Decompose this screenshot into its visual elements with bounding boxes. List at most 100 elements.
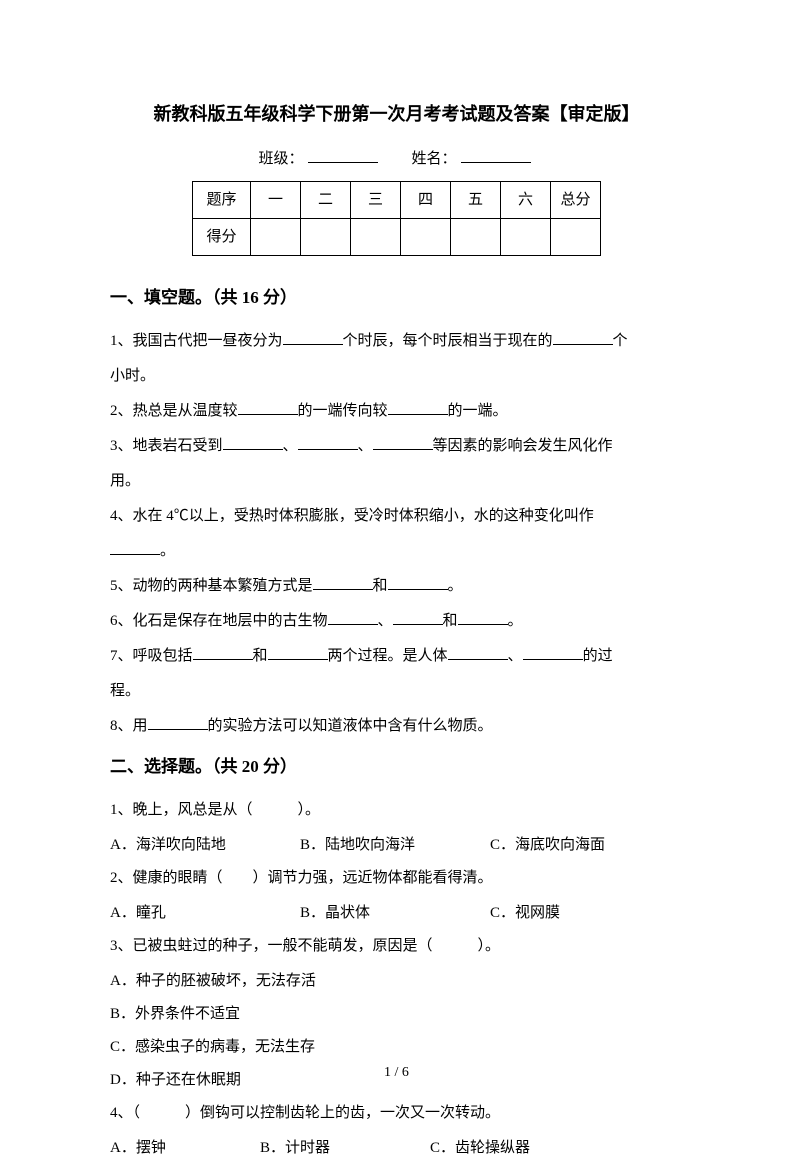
class-label: 班级： <box>258 151 303 167</box>
blank[interactable] <box>283 330 343 345</box>
table-cell[interactable] <box>451 218 501 255</box>
blank[interactable] <box>313 575 373 590</box>
blank[interactable] <box>553 330 613 345</box>
q-text: 的实验方法可以知道液体中含有什么物质。 <box>208 718 493 734</box>
q-text: 等因素的影响会发生风化作 <box>433 438 613 454</box>
table-cell: 题序 <box>193 181 251 218</box>
blank[interactable] <box>238 400 298 415</box>
table-cell: 一 <box>251 181 301 218</box>
blank[interactable] <box>523 645 583 660</box>
fill-question-7: 7、呼吸包括 和 两个过程。是人体 、 的过 <box>110 640 683 673</box>
name-label: 姓名： <box>412 151 457 167</box>
choice-question-4: 4、（ ）倒钩可以控制齿轮上的齿，一次又一次转动。 <box>110 1097 683 1130</box>
fill-question-8: 8、用 的实验方法可以知道液体中含有什么物质。 <box>110 710 683 743</box>
q-text: 6、化石是保存在地层中的古生物 <box>110 613 328 629</box>
table-cell: 四 <box>401 181 451 218</box>
option-c[interactable]: C．感染虫子的病毒，无法生存 <box>110 1031 400 1064</box>
q-text: 7、呼吸包括 <box>110 648 193 664</box>
choice-options-1: A．海洋吹向陆地 B．陆地吹向海洋 C．海底吹向海面 <box>110 829 683 862</box>
choice-question-1: 1、晚上，风总是从（ ）。 <box>110 794 683 827</box>
choice-options-2: A．瞳孔 B．晶状体 C．视网膜 <box>110 897 683 930</box>
blank[interactable] <box>223 435 283 450</box>
table-row: 题序 一 二 三 四 五 六 总分 <box>193 181 601 218</box>
fill-question-3b: 用。 <box>110 465 683 498</box>
q-text: 、 <box>358 438 373 454</box>
q-text: 的过 <box>583 648 613 664</box>
table-cell: 六 <box>501 181 551 218</box>
blank[interactable] <box>268 645 328 660</box>
q-text: 的一端。 <box>448 403 508 419</box>
choice-question-2: 2、健康的眼睛（ ）调节力强，远近物体都能看得清。 <box>110 862 683 895</box>
q-text: 。 <box>508 613 523 629</box>
blank[interactable] <box>328 610 378 625</box>
blank[interactable] <box>148 715 208 730</box>
document-title: 新教科版五年级科学下册第一次月考考试题及答案【审定版】 <box>110 100 683 129</box>
q-text: 个 <box>613 333 628 349</box>
q-text: 、 <box>378 613 393 629</box>
q-text: 1、我国古代把一昼夜分为 <box>110 333 283 349</box>
page-number: 1 / 6 <box>0 1062 793 1084</box>
name-blank[interactable] <box>461 148 531 163</box>
blank[interactable] <box>193 645 253 660</box>
table-cell[interactable] <box>551 218 601 255</box>
fill-question-1b: 小时。 <box>110 360 683 393</box>
table-cell: 总分 <box>551 181 601 218</box>
q-text: 。 <box>160 543 175 559</box>
option-c[interactable]: C．视网膜 <box>490 897 670 930</box>
option-a[interactable]: A．摆钟 <box>110 1132 260 1165</box>
section-1-heading: 一、填空题。（共 16 分） <box>110 284 683 311</box>
class-blank[interactable] <box>308 148 378 163</box>
option-c[interactable]: C．齿轮操纵器 <box>430 1132 610 1165</box>
table-cell: 得分 <box>193 218 251 255</box>
q-text: 和 <box>443 613 458 629</box>
fill-question-4: 4、水在 4℃以上，受热时体积膨胀，受冷时体积缩小，水的这种变化叫作 <box>110 500 683 533</box>
q-text: 3、地表岩石受到 <box>110 438 223 454</box>
table-cell: 二 <box>301 181 351 218</box>
fill-question-4b: 。 <box>110 535 683 568</box>
q-text: 的一端传向较 <box>298 403 388 419</box>
option-b[interactable]: B．晶状体 <box>300 897 490 930</box>
blank[interactable] <box>393 610 443 625</box>
fill-question-1: 1、我国古代把一昼夜分为 个时辰，每个时辰相当于现在的 个 <box>110 325 683 358</box>
q-text: 。 <box>448 578 463 594</box>
option-b[interactable]: B．计时器 <box>260 1132 430 1165</box>
fill-question-6: 6、化石是保存在地层中的古生物 、 和 。 <box>110 605 683 638</box>
q-text: 个时辰，每个时辰相当于现在的 <box>343 333 553 349</box>
blank[interactable] <box>110 540 160 555</box>
q-text: 两个过程。是人体 <box>328 648 448 664</box>
fill-question-5: 5、动物的两种基本繁殖方式是 和 。 <box>110 570 683 603</box>
q-text: 2、热总是从温度较 <box>110 403 238 419</box>
fill-question-2: 2、热总是从温度较 的一端传向较 的一端。 <box>110 395 683 428</box>
table-cell[interactable] <box>401 218 451 255</box>
q-text: 、 <box>283 438 298 454</box>
blank[interactable] <box>448 645 508 660</box>
option-a[interactable]: A．海洋吹向陆地 <box>110 829 300 862</box>
table-cell: 三 <box>351 181 401 218</box>
table-row: 得分 <box>193 218 601 255</box>
option-a[interactable]: A．瞳孔 <box>110 897 300 930</box>
blank[interactable] <box>298 435 358 450</box>
q-text: 、 <box>508 648 523 664</box>
blank[interactable] <box>373 435 433 450</box>
option-c[interactable]: C．海底吹向海面 <box>490 829 670 862</box>
option-b[interactable]: B．外界条件不适宜 <box>110 998 400 1031</box>
form-header: 班级： 姓名： <box>110 147 683 171</box>
section-2-heading: 二、选择题。（共 20 分） <box>110 753 683 780</box>
table-cell[interactable] <box>301 218 351 255</box>
score-table: 题序 一 二 三 四 五 六 总分 得分 <box>192 181 601 256</box>
blank[interactable] <box>458 610 508 625</box>
blank[interactable] <box>388 400 448 415</box>
q-text: 和 <box>253 648 268 664</box>
table-cell[interactable] <box>351 218 401 255</box>
q-text: 8、用 <box>110 718 148 734</box>
option-b[interactable]: B．陆地吹向海洋 <box>300 829 490 862</box>
table-cell[interactable] <box>251 218 301 255</box>
q-text: 5、动物的两种基本繁殖方式是 <box>110 578 313 594</box>
choice-question-3: 3、已被虫蛀过的种子，一般不能萌发，原因是（ ）。 <box>110 930 683 963</box>
fill-question-3: 3、地表岩石受到 、 、 等因素的影响会发生风化作 <box>110 430 683 463</box>
fill-question-7b: 程。 <box>110 675 683 708</box>
q-text: 和 <box>373 578 388 594</box>
table-cell[interactable] <box>501 218 551 255</box>
option-a[interactable]: A．种子的胚被破坏，无法存活 <box>110 965 400 998</box>
blank[interactable] <box>388 575 448 590</box>
